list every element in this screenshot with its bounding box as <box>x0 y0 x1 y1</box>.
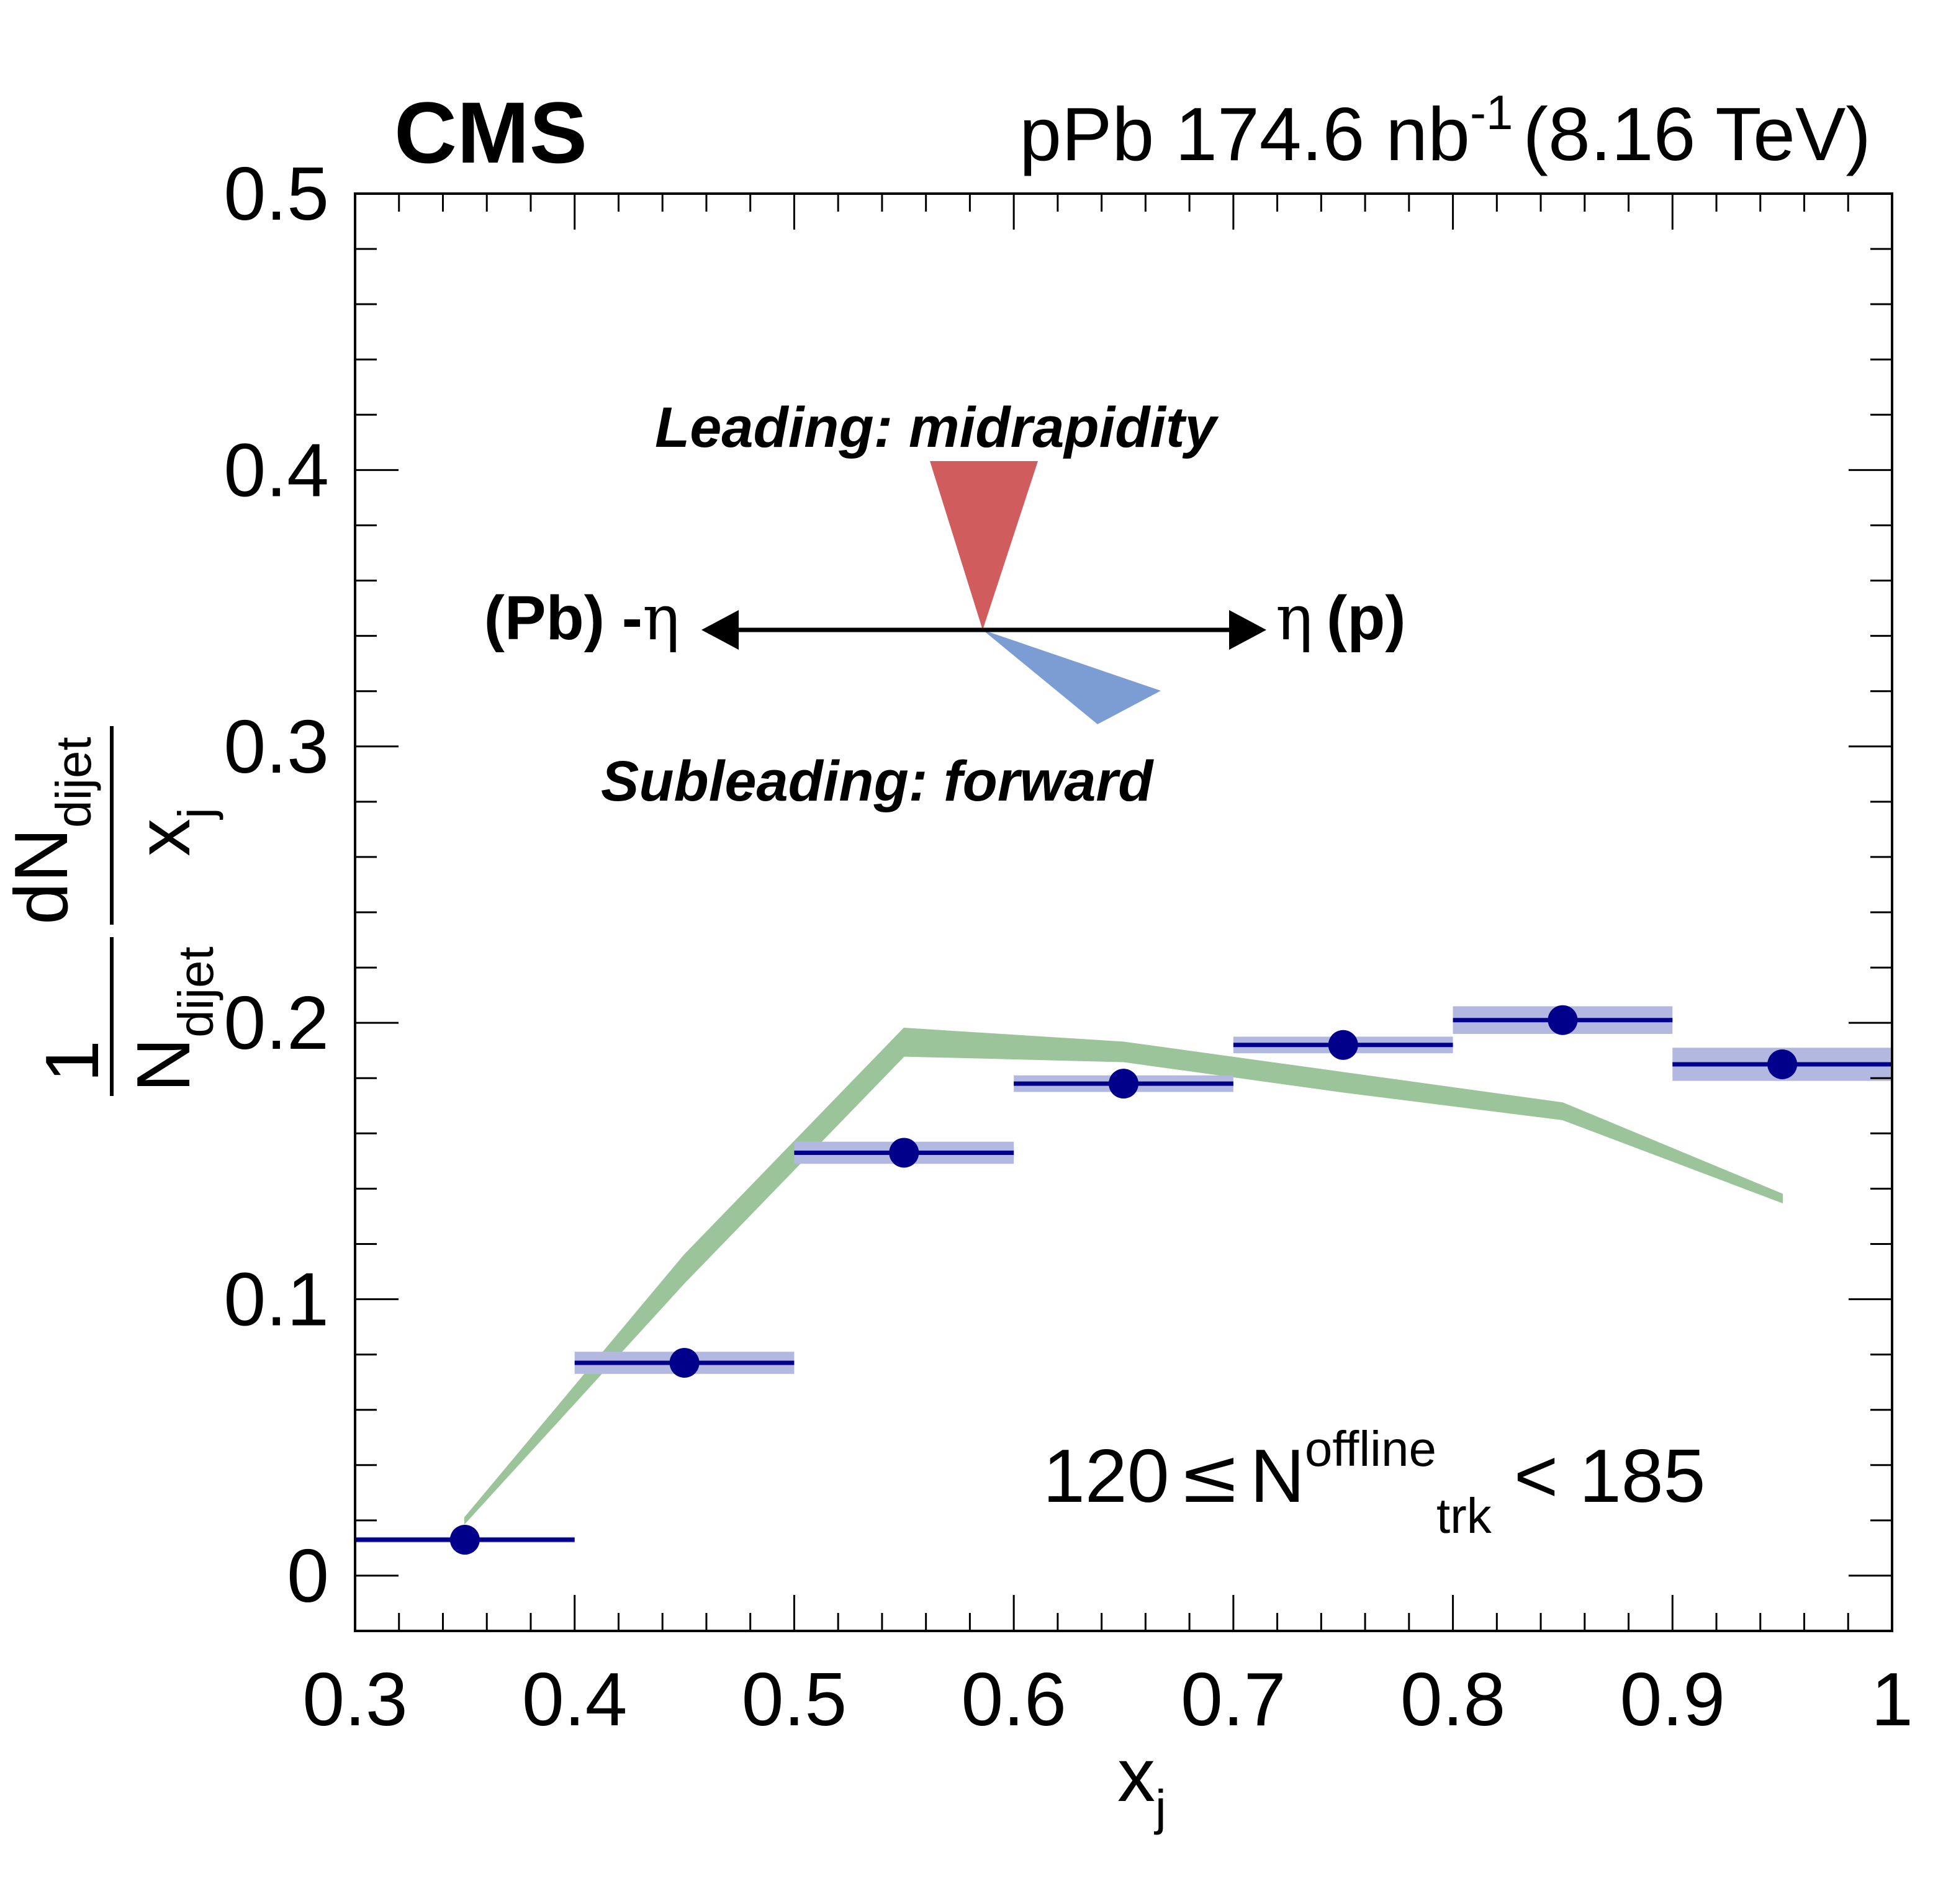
y-tick-label: 0 <box>287 1534 329 1618</box>
eta-arrow-right-head <box>1229 610 1266 650</box>
subleading-label: Subleading: forward <box>601 750 1154 813</box>
x-tick-label: 0.9 <box>1620 1657 1725 1741</box>
data-point-4 <box>1328 1030 1358 1060</box>
data-point-3 <box>1109 1069 1138 1099</box>
eta-right-text: (p) <box>1327 583 1406 653</box>
y-tick-label: 0.4 <box>223 428 329 512</box>
x-tick-label: 0.4 <box>522 1657 628 1741</box>
y-tick-label: 0.5 <box>223 151 329 236</box>
y-label-frac-num-base: dN <box>0 828 83 925</box>
eta-right-label: η (p) <box>1276 582 1406 654</box>
eta-left-label: (Pb) -η <box>484 582 680 654</box>
leading-label: Leading: midrapidity <box>655 396 1219 459</box>
luminosity-exponent: -1 <box>1470 85 1513 140</box>
eta-arrow-left-head <box>701 610 739 650</box>
y-tick-label: 0.3 <box>223 704 329 789</box>
luminosity-prefix: pPb 174.6 nb <box>1019 92 1470 176</box>
x-tick-label: 0.6 <box>961 1657 1066 1741</box>
y-tick-label: 0.1 <box>223 1257 329 1342</box>
leading-jet-cone <box>930 461 1038 630</box>
y-label-frac-den-base: x <box>121 819 205 856</box>
x-tick-label: 0.8 <box>1400 1657 1506 1741</box>
rapidity-diagram: Leading: midrapidity (Pb) -η η (p) Sublea… <box>484 396 1406 813</box>
data-point-5 <box>1548 1005 1578 1035</box>
y-label-frac-den: xj <box>121 807 223 856</box>
multiplicity-prefix: 120 <box>1043 1434 1170 1518</box>
data-point-1 <box>669 1347 700 1378</box>
eta-right-greek: η <box>1276 582 1313 654</box>
y-label-den-sub: dijet <box>168 946 223 1038</box>
data-point-0 <box>449 1525 480 1555</box>
y-label-den-base: N <box>121 1038 205 1092</box>
y-tick-label: 0.2 <box>223 981 329 1065</box>
x-axis-label: xj <box>1117 1733 1166 1835</box>
multiplicity-leq: ≤ <box>1178 1432 1242 1520</box>
y-label-den: Ndijet <box>121 946 223 1092</box>
experiment-label: CMS <box>394 84 587 181</box>
multiplicity-label: 120 ≤ Nofflinetrk < 185 <box>1043 1421 1706 1543</box>
x-tick-label: 1 <box>1871 1657 1913 1741</box>
multiplicity-base: N <box>1250 1434 1305 1518</box>
subleading-jet-cone <box>983 630 1161 724</box>
multiplicity-sup: offline <box>1305 1421 1436 1476</box>
x-tick-label: 0.3 <box>302 1657 408 1741</box>
multiplicity-suffix: < 185 <box>1514 1434 1706 1518</box>
x-axis-label-base: x <box>1117 1733 1155 1817</box>
luminosity-suffix: (8.16 TeV) <box>1523 92 1871 176</box>
y-label-frac-num-sub: dijet <box>46 737 101 828</box>
y-label-one: 1 <box>30 1040 114 1082</box>
y-axis-label: 1 Ndijet dNdijet xj <box>0 726 223 1096</box>
plot-area <box>355 1005 1892 1555</box>
plot-frame <box>354 192 1893 1632</box>
x-tick-label: 0.5 <box>742 1657 847 1741</box>
data-point-6 <box>1767 1049 1798 1079</box>
x-axis-label-sub: j <box>1154 1780 1166 1835</box>
eta-left-text: (Pb) - <box>484 583 642 653</box>
data-point-2 <box>889 1138 919 1168</box>
eta-left-greek: η <box>642 582 680 654</box>
x-tick-label: 0.7 <box>1181 1657 1286 1741</box>
luminosity-label: pPb 174.6 nb-1 (8.16 TeV) <box>1019 85 1871 176</box>
multiplicity-sub: trk <box>1436 1488 1492 1543</box>
y-label-frac-den-sub: j <box>168 807 223 820</box>
y-label-frac-num: dNdijet <box>0 737 101 925</box>
